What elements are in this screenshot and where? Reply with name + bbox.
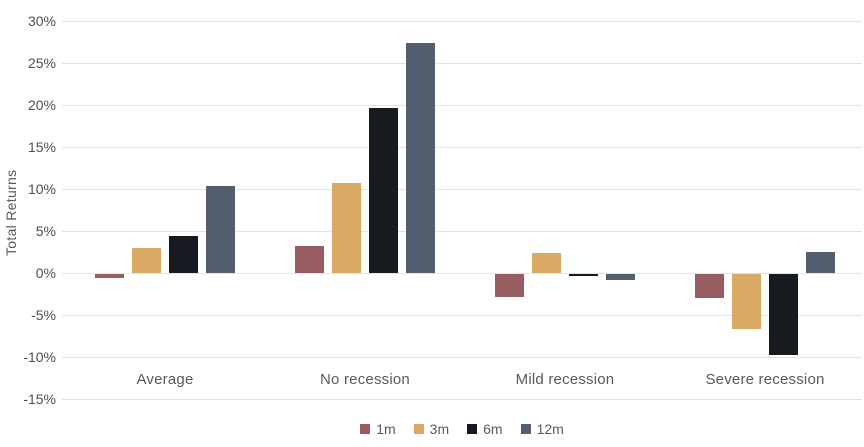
legend-label: 3m — [429, 421, 450, 437]
y-tick-label: 20% — [27, 97, 56, 113]
bar-1m-mild-recession — [495, 274, 524, 297]
bar-6m-mild-recession — [569, 274, 598, 276]
bar-12m-mild-recession — [606, 274, 635, 280]
gridline — [62, 399, 862, 400]
y-tick-label: -10% — [23, 349, 56, 365]
bar-12m-average — [206, 185, 235, 273]
bar-3m-average — [132, 247, 161, 273]
bar-3m-no-recession — [332, 183, 361, 273]
bar-3m-mild-recession — [532, 252, 561, 273]
bar-1m-no-recession — [295, 246, 324, 273]
plot-area: 30% 25% 20% 15% 10% 5% 0% -5% -10% -15% Average No … — [23, 13, 862, 407]
legend-swatch-1m — [360, 424, 371, 434]
y-tick-label: 0% — [35, 265, 56, 281]
bar-1m-average — [95, 274, 124, 279]
y-tick-label: -5% — [31, 307, 56, 323]
gridline — [62, 189, 862, 190]
legend: 1m 3m 6m 12m — [62, 421, 862, 437]
gridline — [62, 315, 862, 316]
legend-item-1m: 1m — [360, 421, 396, 437]
y-tick-label: 25% — [27, 55, 56, 71]
gridline — [62, 231, 862, 232]
legend-item-6m: 6m — [467, 421, 503, 437]
x-category-label: No recession — [320, 371, 410, 388]
legend-item-3m: 3m — [413, 421, 450, 437]
gridline — [62, 357, 862, 358]
legend-label: 12m — [536, 421, 564, 437]
bar-6m-average — [169, 236, 198, 273]
x-category-label: Severe recession — [705, 371, 825, 388]
y-tick-label: -15% — [23, 391, 56, 407]
legend-item-12m: 12m — [520, 421, 564, 437]
gridline — [62, 63, 862, 64]
bar-6m-severe-recession — [769, 274, 798, 355]
bar-6m-no-recession — [369, 108, 398, 273]
legend-swatch-12m — [520, 424, 531, 434]
bar-12m-severe-recession — [806, 252, 835, 273]
legend-swatch-6m — [467, 424, 478, 434]
y-tick-label: 30% — [27, 13, 56, 29]
legend-swatch-3m — [413, 424, 424, 434]
x-category-label: Average — [136, 371, 194, 388]
x-category-label: Mild recession — [515, 371, 615, 388]
bar-12m-no-recession — [406, 42, 435, 273]
y-tick-label: 5% — [35, 223, 56, 239]
gridline — [62, 21, 862, 22]
legend-label: 6m — [483, 421, 503, 437]
bar-3m-severe-recession — [732, 274, 761, 330]
y-tick-label: 15% — [27, 139, 56, 155]
gridline — [62, 147, 862, 148]
legend-label: 1m — [376, 421, 396, 437]
y-tick-label: 10% — [27, 181, 56, 197]
gridline — [62, 273, 862, 274]
gridline — [62, 105, 862, 106]
bar-1m-severe-recession — [695, 274, 724, 298]
